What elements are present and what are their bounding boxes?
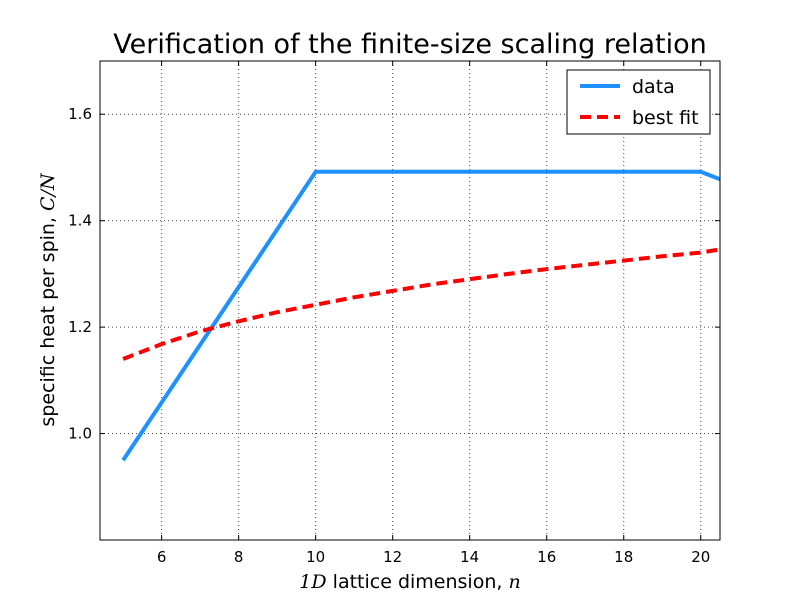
- x-tick-label: 12: [383, 548, 402, 566]
- x-tick-label: 20: [691, 548, 710, 566]
- legend-box: [566, 69, 711, 135]
- y-tick-label: 1.4: [68, 212, 92, 230]
- legend-label-best-fit: best fit: [632, 107, 699, 129]
- plot-area-frame: [99, 60, 721, 541]
- x-tick-label: 14: [460, 548, 479, 566]
- x-tick-label: 16: [537, 548, 556, 566]
- y-tick-label: 1.6: [68, 105, 92, 123]
- x-tick-label: 8: [234, 548, 244, 566]
- y-tick-label: 1.2: [68, 318, 92, 336]
- legend: data best fit: [566, 69, 711, 135]
- series-line-data: [121, 169, 721, 462]
- x-axis-label: 1D lattice dimension, n: [299, 571, 520, 593]
- series-layer: [121, 169, 721, 462]
- y-axis-label-text: specific heat per spin,: [37, 211, 59, 427]
- series-line-best-fit: [122, 247, 721, 361]
- legend-label-data: data: [632, 76, 675, 98]
- y-tick-label: 1.0: [68, 425, 92, 443]
- y-axis-label: specific heat per spin, C/N: [37, 172, 59, 427]
- axis-ticks: 6 8 10 12 14 16 18 20 1.0 1.2 1.4 1.6: [68, 61, 720, 566]
- chart-title: Verification of the finite-size scaling …: [113, 29, 706, 60]
- x-tick-label: 6: [157, 548, 167, 566]
- x-axis-label-math-1d: 1D: [299, 571, 326, 593]
- x-axis-label-math-n: n: [508, 571, 520, 593]
- y-axis-label-math: C/N: [37, 172, 59, 211]
- x-tick-label: 10: [306, 548, 325, 566]
- x-axis-label-text: lattice dimension,: [327, 571, 509, 593]
- x-tick-label: 18: [614, 548, 633, 566]
